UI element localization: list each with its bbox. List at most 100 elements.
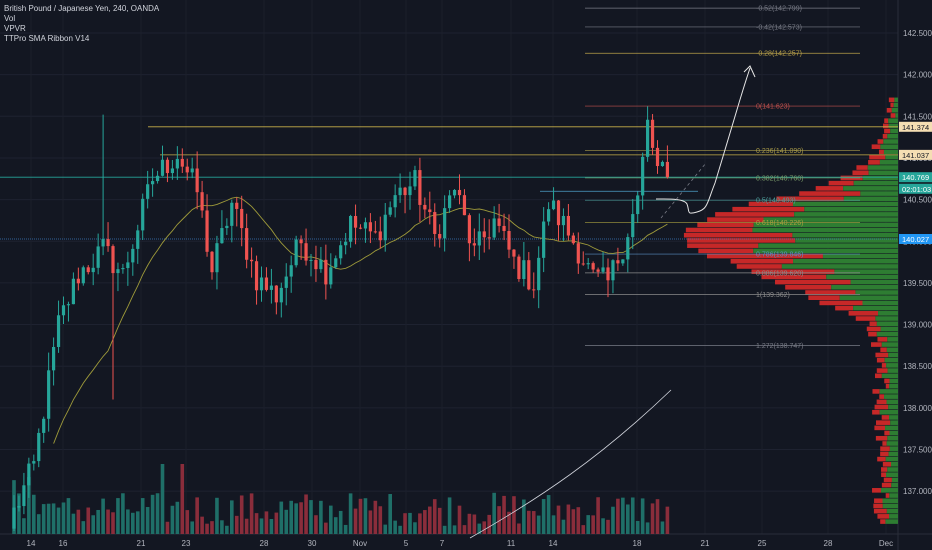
candle-body[interactable] (571, 235, 575, 244)
candle-body[interactable] (334, 258, 338, 268)
candle-body[interactable] (205, 210, 209, 252)
candle-body[interactable] (547, 209, 551, 222)
indicator-vol[interactable]: Vol (4, 14, 16, 23)
candle-body[interactable] (47, 370, 51, 419)
candle-body[interactable] (566, 215, 570, 236)
candle-body[interactable] (299, 239, 303, 244)
candle-body[interactable] (561, 215, 566, 226)
candle-body[interactable] (17, 506, 21, 508)
candle-body[interactable] (329, 267, 333, 285)
candle-body[interactable] (512, 249, 516, 257)
candle-body[interactable] (641, 156, 645, 196)
candle-body[interactable] (457, 189, 462, 196)
candle-body[interactable] (22, 485, 26, 507)
candle-body[interactable] (556, 200, 561, 226)
candle-body[interactable] (413, 170, 417, 187)
candle-body[interactable] (665, 161, 669, 178)
candle-body[interactable] (56, 315, 61, 348)
candle-body[interactable] (462, 195, 467, 216)
candle-body[interactable] (284, 276, 288, 288)
candle-body[interactable] (324, 259, 328, 285)
candle-body[interactable] (626, 237, 630, 260)
candle-body[interactable] (576, 243, 580, 264)
candle-body[interactable] (175, 158, 179, 169)
candle-body[interactable] (631, 214, 635, 238)
candle-body[interactable] (527, 260, 531, 290)
candle-body[interactable] (601, 267, 605, 272)
candle-body[interactable] (121, 268, 125, 270)
symbol-title[interactable]: British Pound / Japanese Yen, 240, OANDA (4, 4, 160, 13)
candle-body[interactable] (279, 287, 283, 303)
candle-body[interactable] (358, 227, 363, 229)
candle-body[interactable] (250, 259, 254, 262)
candle-body[interactable] (497, 218, 501, 226)
candle-body[interactable] (106, 239, 110, 247)
candle-body[interactable] (472, 243, 476, 246)
candle-body[interactable] (230, 202, 234, 226)
candle-body[interactable] (165, 159, 170, 174)
candle-body[interactable] (611, 260, 615, 281)
candle-body[interactable] (353, 215, 358, 228)
candle-body[interactable] (423, 204, 427, 210)
candle-body[interactable] (349, 215, 353, 242)
candle-body[interactable] (195, 168, 199, 193)
candle-body[interactable] (581, 263, 585, 265)
candle-body[interactable] (37, 432, 41, 462)
candle-body[interactable] (294, 239, 298, 266)
candle-body[interactable] (507, 230, 511, 250)
candle-body[interactable] (259, 277, 264, 291)
candle-body[interactable] (591, 263, 595, 270)
candle-body[interactable] (551, 200, 556, 210)
candle-body[interactable] (141, 198, 145, 231)
candle-body[interactable] (418, 170, 422, 205)
time-axis[interactable]: 14 16 21 23 28 30 Nov 5 7 11 14 18 21 25 28 Dec (27, 539, 894, 548)
candle-body[interactable] (180, 158, 184, 167)
candle-body[interactable] (636, 195, 640, 215)
candle-body[interactable] (32, 461, 36, 464)
candle-body[interactable] (532, 289, 536, 291)
candle-body[interactable] (27, 463, 31, 486)
candle-body[interactable] (378, 231, 382, 241)
candle-body[interactable] (170, 168, 174, 174)
candle-body[interactable] (146, 184, 150, 199)
candle-body[interactable] (398, 187, 402, 196)
candle-body[interactable] (220, 228, 224, 244)
candle-body[interactable] (368, 222, 372, 232)
candle-body[interactable] (542, 221, 546, 258)
candle-body[interactable] (71, 278, 75, 305)
candle-body[interactable] (448, 195, 452, 209)
candle-body[interactable] (452, 189, 457, 196)
candle-body[interactable] (522, 260, 526, 280)
candle-body[interactable] (339, 245, 343, 259)
curve-drawing[interactable] (469, 389, 672, 539)
drawings[interactable] (469, 65, 756, 539)
candle-body[interactable] (42, 418, 46, 433)
candle-body[interactable] (96, 246, 100, 268)
candle-body[interactable] (443, 208, 447, 239)
fib-retracement[interactable]: -0.52(142.799) -0.42(142.573) -0.28(142.25… (585, 6, 860, 351)
candle-body[interactable] (586, 263, 590, 265)
candle-body[interactable] (388, 207, 392, 215)
candle-body[interactable] (344, 241, 348, 246)
candle-body[interactable] (155, 175, 160, 182)
candle-body[interactable] (245, 228, 249, 260)
candle-body[interactable] (76, 278, 80, 284)
candle-body[interactable] (408, 186, 412, 196)
candle-body[interactable] (373, 231, 377, 233)
candle-body[interactable] (254, 261, 259, 291)
horizontal-lines[interactable] (0, 126, 898, 240)
candle-body[interactable] (200, 192, 204, 211)
candle-body[interactable] (126, 262, 130, 269)
candle-body[interactable] (240, 208, 244, 229)
candle-body[interactable] (438, 233, 442, 239)
candle-body[interactable] (52, 347, 56, 371)
candle-body[interactable] (160, 159, 165, 176)
candle-body[interactable] (309, 259, 313, 261)
candle-body[interactable] (210, 251, 214, 273)
candle-body[interactable] (190, 168, 194, 173)
candle-body[interactable] (185, 166, 189, 173)
candle-body[interactable] (66, 304, 71, 306)
candle-body[interactable] (101, 239, 105, 247)
candle-body[interactable] (646, 119, 650, 157)
